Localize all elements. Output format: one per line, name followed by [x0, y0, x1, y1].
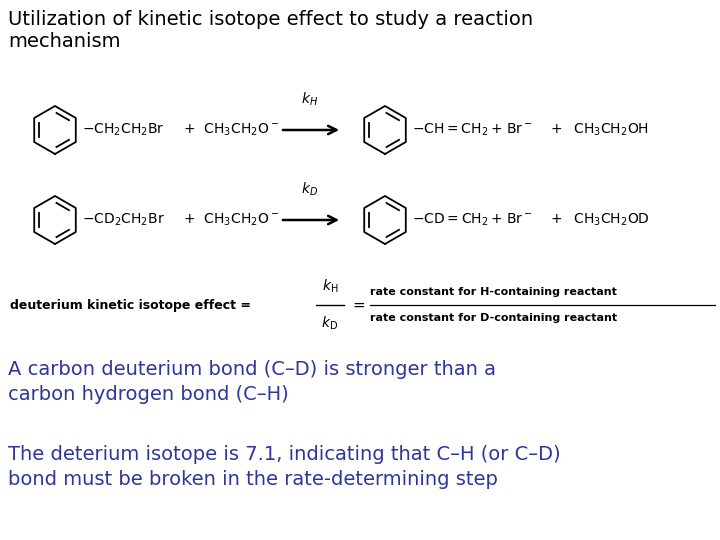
Text: $k_\mathrm{D}$: $k_\mathrm{D}$ — [322, 315, 338, 333]
Text: $\mathregular{-CH=CH_2}$: $\mathregular{-CH=CH_2}$ — [412, 122, 488, 138]
Text: Utilization of kinetic isotope effect to study a reaction
mechanism: Utilization of kinetic isotope effect to… — [8, 10, 533, 51]
Text: $\mathregular{+\ Br^-\ \ \ +\ \ CH_3CH_2OH}$: $\mathregular{+\ Br^-\ \ \ +\ \ CH_3CH_2… — [490, 122, 649, 138]
Text: $\mathregular{-CH_2CH_2Br}$: $\mathregular{-CH_2CH_2Br}$ — [82, 122, 165, 138]
Text: $k_H$: $k_H$ — [302, 91, 318, 108]
Text: $\mathregular{+\ \ CH_3CH_2O^-}$: $\mathregular{+\ \ CH_3CH_2O^-}$ — [183, 212, 279, 228]
Text: rate constant for D-containing reactant: rate constant for D-containing reactant — [370, 313, 617, 323]
Text: A carbon deuterium bond (C–D) is stronger than a
carbon hydrogen bond (C–H): A carbon deuterium bond (C–D) is stronge… — [8, 360, 496, 404]
Text: $k_D$: $k_D$ — [302, 180, 318, 198]
Text: $\mathregular{-CD_2CH_2Br}$: $\mathregular{-CD_2CH_2Br}$ — [82, 212, 165, 228]
Text: $\mathregular{-CD=CH_2}$: $\mathregular{-CD=CH_2}$ — [412, 212, 488, 228]
Text: rate constant for H-containing reactant: rate constant for H-containing reactant — [370, 287, 617, 297]
Text: The deterium isotope is 7.1, indicating that C–H (or C–D)
bond must be broken in: The deterium isotope is 7.1, indicating … — [8, 445, 561, 489]
Text: $k_\mathrm{H}$: $k_\mathrm{H}$ — [322, 278, 338, 295]
Text: =: = — [352, 298, 365, 313]
Text: $\mathregular{+\ Br^-\ \ \ +\ \ CH_3CH_2OD}$: $\mathregular{+\ Br^-\ \ \ +\ \ CH_3CH_2… — [490, 212, 650, 228]
Text: deuterium kinetic isotope effect =: deuterium kinetic isotope effect = — [10, 299, 256, 312]
Text: $\mathregular{+\ \ CH_3CH_2O^-}$: $\mathregular{+\ \ CH_3CH_2O^-}$ — [183, 122, 279, 138]
